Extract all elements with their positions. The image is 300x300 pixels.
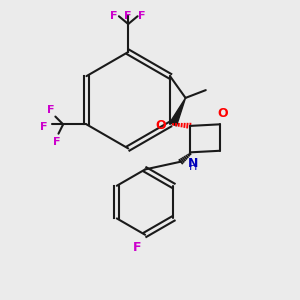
- Text: H: H: [189, 162, 197, 172]
- Text: F: F: [139, 11, 146, 21]
- Text: F: F: [40, 122, 48, 132]
- Text: F: F: [124, 11, 132, 21]
- Text: F: F: [110, 11, 118, 21]
- Text: F: F: [53, 137, 61, 147]
- Text: N: N: [188, 157, 199, 170]
- Polygon shape: [170, 98, 185, 126]
- Text: F: F: [47, 105, 55, 115]
- Text: O: O: [156, 119, 166, 132]
- Text: F: F: [133, 241, 142, 254]
- Text: O: O: [218, 107, 228, 120]
